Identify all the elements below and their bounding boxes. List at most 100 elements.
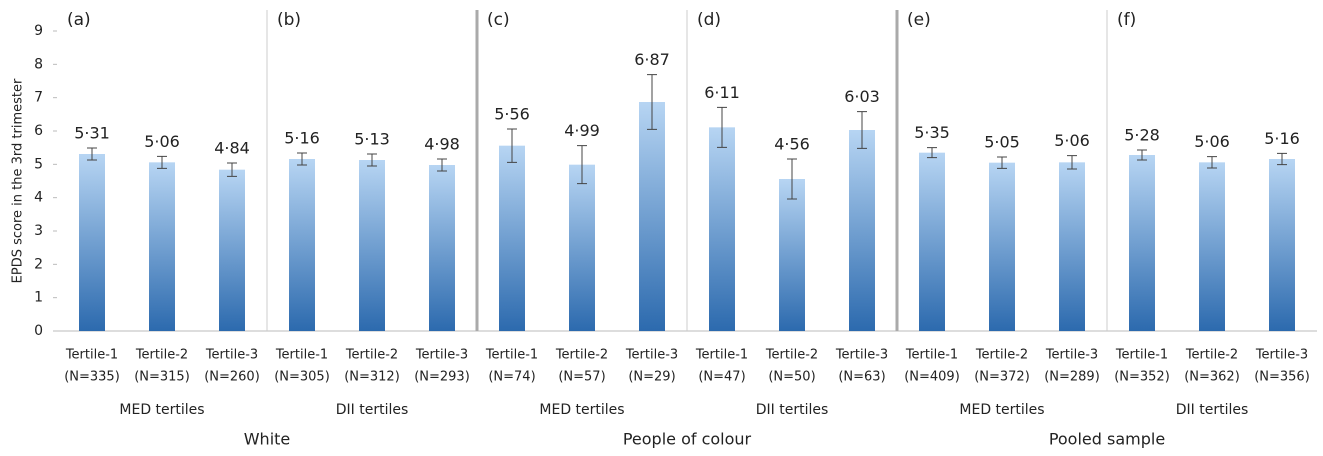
value-label: 6·03	[844, 87, 880, 106]
population-label: People of colour	[623, 430, 752, 449]
bar	[429, 165, 455, 331]
value-label: 4·56	[774, 135, 810, 154]
error-bar	[577, 145, 587, 185]
panel-label: (f)	[1117, 10, 1136, 30]
bar	[219, 169, 245, 331]
group-label: MED tertiles	[539, 402, 624, 418]
bar	[779, 179, 805, 331]
x-tick-label: Tertile-3	[835, 348, 888, 363]
value-label: 5·06	[1054, 131, 1090, 150]
sample-size: (N=335)	[64, 370, 120, 385]
sample-size: (N=352)	[1114, 370, 1170, 385]
bar	[569, 164, 595, 331]
value-label: 5·31	[74, 124, 110, 143]
error-bar	[157, 155, 167, 169]
bar	[1129, 155, 1155, 331]
panel-label: (b)	[277, 10, 301, 30]
x-tick-label: Tertile-1	[65, 348, 118, 363]
x-tick-label: Tertile-3	[1255, 348, 1308, 363]
error-bar	[717, 106, 727, 148]
x-tick-label: Tertile-2	[1185, 348, 1238, 363]
x-tick-label: Tertile-1	[1115, 348, 1168, 363]
value-label: 5·16	[1264, 129, 1300, 148]
x-tick-label: Tertile-2	[975, 348, 1028, 363]
y-tick-label: 8	[34, 56, 43, 72]
x-tick-label: Tertile-3	[415, 348, 468, 363]
error-bar	[927, 147, 937, 159]
y-tick-label: 5	[34, 156, 43, 172]
sample-size: (N=57)	[558, 370, 605, 385]
error-bar	[1207, 156, 1217, 169]
bar	[639, 102, 665, 331]
group-label: MED tertiles	[959, 402, 1044, 418]
x-tick-label: Tertile-1	[695, 348, 748, 363]
panel-label: (e)	[907, 10, 931, 30]
sample-size: (N=372)	[974, 370, 1030, 385]
value-label: 5·13	[354, 130, 390, 149]
error-bar	[857, 111, 867, 149]
value-label: 4·98	[424, 135, 460, 154]
value-label: 5·05	[984, 133, 1020, 152]
y-tick-label: 9	[34, 23, 43, 39]
value-label: 4·84	[214, 139, 250, 158]
x-tick-label: Tertile-3	[625, 348, 678, 363]
error-bar	[507, 128, 517, 163]
value-label: 5·16	[284, 129, 320, 148]
x-tick-label: Tertile-3	[1045, 348, 1098, 363]
bar	[709, 127, 735, 331]
x-tick-label: Tertile-3	[205, 348, 258, 363]
error-bar	[367, 153, 377, 167]
group-label: DII tertiles	[1176, 402, 1249, 418]
y-tick-label: 4	[34, 190, 43, 206]
error-bar	[1067, 155, 1077, 170]
sample-size: (N=29)	[628, 370, 675, 385]
sample-size: (N=312)	[344, 370, 400, 385]
x-tick-label: Tertile-2	[555, 348, 608, 363]
y-tick-label: 6	[34, 123, 43, 139]
value-label: 5·06	[1194, 132, 1230, 151]
y-tick-label: 2	[34, 256, 43, 272]
panel-label: (a)	[67, 10, 91, 30]
y-tick-label: 0	[34, 323, 43, 339]
bar	[849, 130, 875, 331]
bar	[1269, 159, 1295, 331]
error-bar	[787, 158, 797, 200]
x-tick-label: Tertile-1	[905, 348, 958, 363]
bar	[289, 159, 315, 331]
sample-size: (N=74)	[488, 370, 535, 385]
error-bar	[647, 74, 657, 130]
value-label: 5·06	[144, 132, 180, 151]
y-tick-label: 1	[34, 290, 43, 306]
y-tick-label: 7	[34, 90, 43, 106]
sample-size: (N=50)	[768, 370, 815, 385]
bar	[989, 162, 1015, 331]
sample-size: (N=289)	[1044, 370, 1100, 385]
group-label: MED tertiles	[119, 402, 204, 418]
bar	[79, 154, 105, 331]
error-bar	[437, 158, 447, 172]
x-tick-label: Tertile-2	[765, 348, 818, 363]
x-tick-label: Tertile-1	[275, 348, 328, 363]
value-label: 6·11	[704, 83, 740, 102]
error-bar	[1137, 149, 1147, 161]
sample-size: (N=315)	[134, 370, 190, 385]
x-tick-label: Tertile-2	[135, 348, 188, 363]
error-bar	[997, 156, 1007, 169]
y-axis-label: EPDS score in the 3rd trimester	[11, 78, 26, 283]
bar	[919, 152, 945, 331]
sample-size: (N=47)	[698, 370, 745, 385]
error-bar	[87, 147, 97, 161]
population-label: White	[244, 430, 291, 449]
value-label: 6·87	[634, 50, 670, 69]
value-label: 5·56	[494, 105, 530, 124]
population-label: Pooled sample	[1049, 430, 1165, 449]
error-bar	[1277, 152, 1287, 166]
sample-size: (N=356)	[1254, 370, 1310, 385]
sample-size: (N=362)	[1184, 370, 1240, 385]
bar	[359, 160, 385, 331]
error-bar	[227, 162, 237, 177]
value-label: 5·28	[1124, 126, 1160, 145]
group-label: DII tertiles	[336, 402, 409, 418]
x-tick-label: Tertile-1	[485, 348, 538, 363]
sample-size: (N=293)	[414, 370, 470, 385]
